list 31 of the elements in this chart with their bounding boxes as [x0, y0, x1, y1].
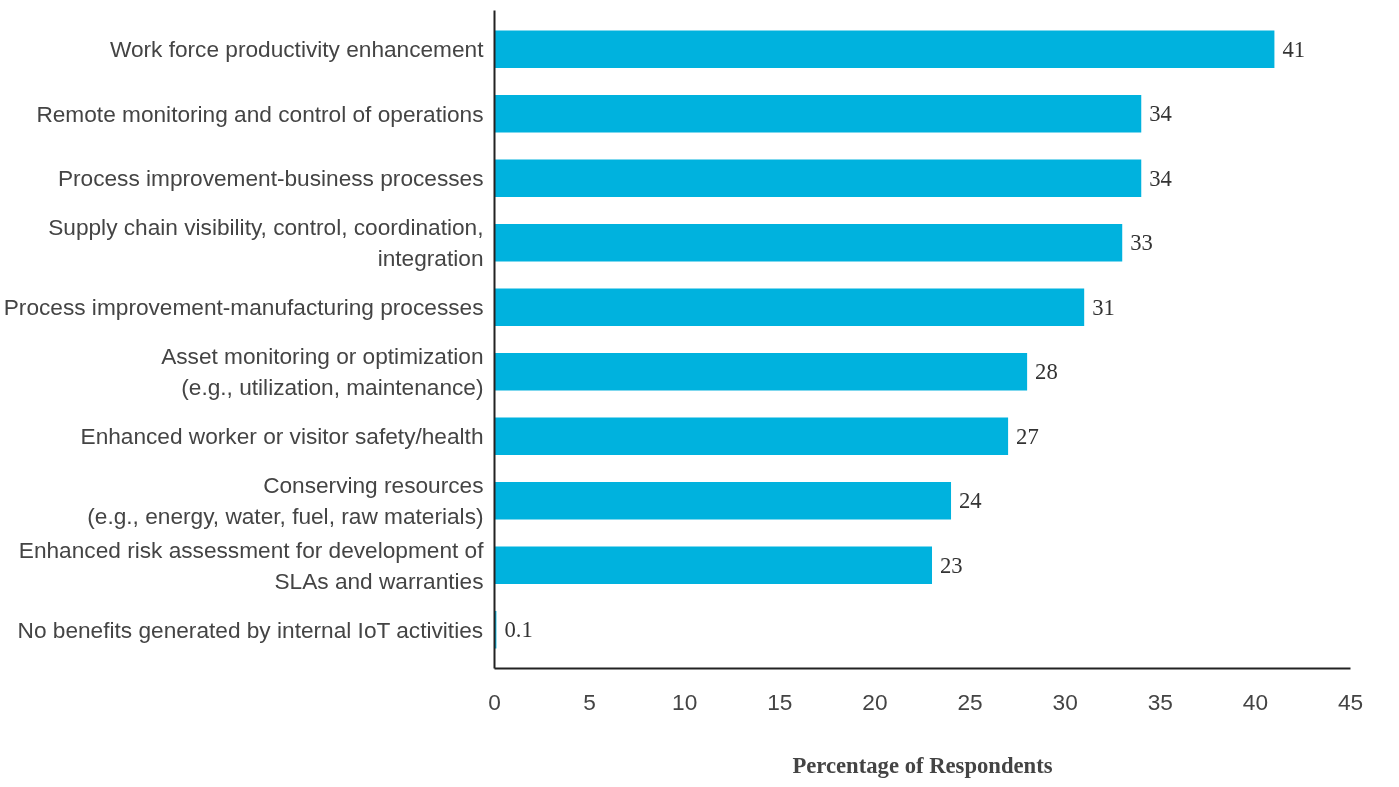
y-tick-label: Process improvement-business processes — [57, 165, 484, 192]
data-label: 24 — [959, 488, 982, 514]
data-label: 34 — [1149, 101, 1172, 127]
y-tick-label: Conserving resources (e.g., energy, water, fuel, raw materials) — [87, 472, 484, 530]
x-tick-label: 45 — [1337, 688, 1364, 715]
x-axis-title: Percentage of Respondents — [792, 752, 1053, 778]
x-tick-label: 10 — [672, 688, 698, 715]
x-tick-label: 20 — [862, 688, 888, 715]
x-tick-label: 0 — [488, 688, 501, 715]
data-label: 34 — [1149, 165, 1172, 191]
data-label: 0.1 — [504, 617, 533, 643]
data-label: 28 — [1035, 359, 1058, 385]
y-tick-label: Work force productivity enhancement — [109, 36, 485, 63]
y-tick-label: Asset monitoring or optimization (e.g., utilization, maintenance) — [161, 343, 484, 401]
data-label: 41 — [1282, 36, 1306, 62]
x-tick-label: 40 — [1242, 688, 1268, 715]
x-tick-label: 25 — [957, 688, 983, 715]
y-tick-label: No benefits generated by internal IoT activities — [17, 616, 484, 643]
x-tick-label: 30 — [1052, 688, 1078, 715]
y-tick-label: Enhanced risk assessment for development of SLAs and warranties — [18, 536, 485, 594]
x-tick-label: 5 — [583, 688, 596, 715]
data-label: 27 — [1016, 423, 1039, 449]
y-tick-label: Remote monitoring and control of operations — [36, 100, 484, 127]
data-label: 23 — [940, 552, 963, 578]
data-label: 33 — [1130, 230, 1153, 256]
y-tick-label: Process improvement-manufacturing processes — [3, 294, 484, 321]
y-tick-label: Enhanced worker or visitor safety/health — [80, 423, 484, 450]
y-tick-label: Supply chain visibility, control, coordination, integration — [48, 214, 484, 272]
x-tick-label: 15 — [767, 688, 793, 715]
x-tick-label: 35 — [1147, 688, 1173, 715]
data-label: 31 — [1092, 294, 1115, 320]
